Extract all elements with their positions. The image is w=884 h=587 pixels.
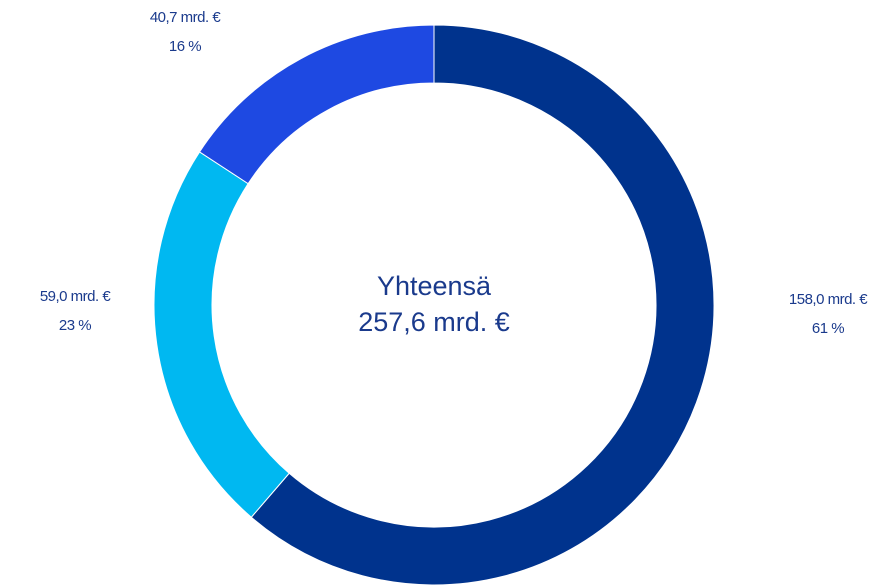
value-label: 40,7 mrd. € bbox=[150, 9, 222, 26]
donut-slice bbox=[250, 24, 715, 586]
center-title: Yhteensä bbox=[377, 271, 492, 301]
center-total: 257,6 mrd. € bbox=[358, 307, 510, 337]
donut-slice bbox=[153, 151, 290, 518]
percent-label: 61 % bbox=[812, 320, 844, 337]
percent-label: 16 % bbox=[169, 38, 201, 55]
value-label: 59,0 mrd. € bbox=[40, 288, 112, 305]
donut-slice bbox=[198, 24, 435, 185]
value-label: 158,0 mrd. € bbox=[789, 291, 868, 308]
percent-label: 23 % bbox=[59, 317, 91, 334]
